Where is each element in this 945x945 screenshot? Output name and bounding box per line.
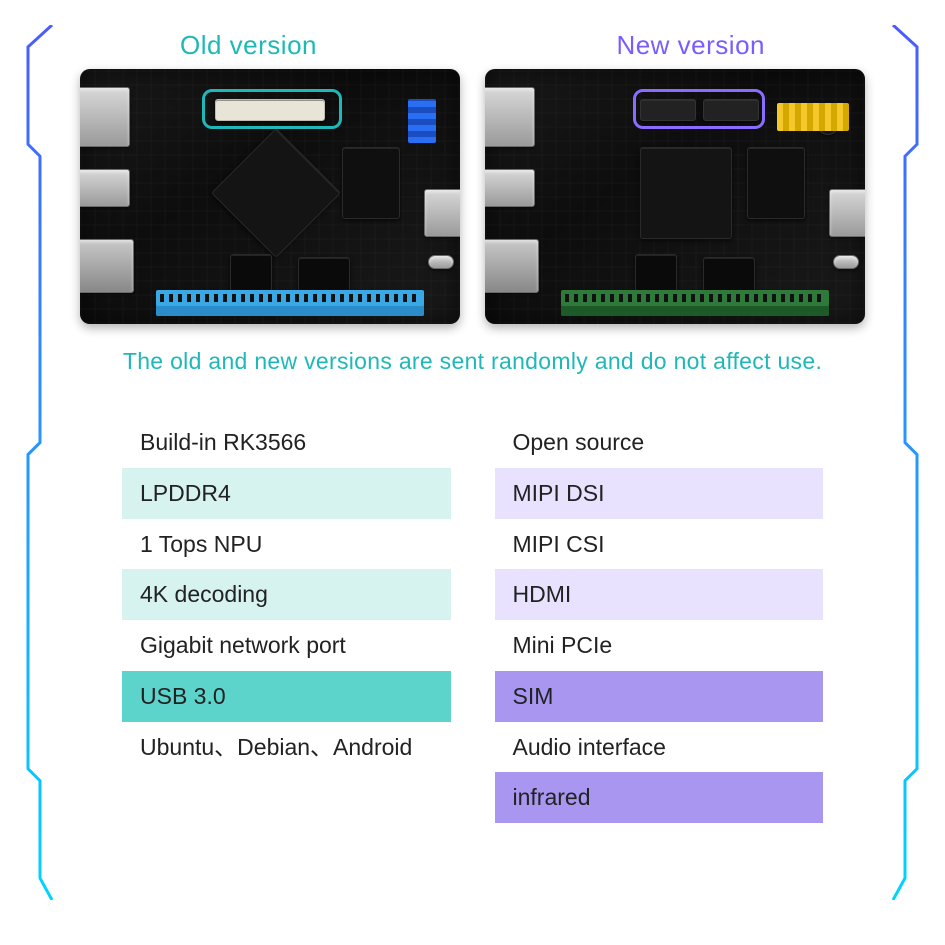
new-highlight-box	[633, 89, 765, 129]
feature-cell: HDMI	[495, 569, 824, 620]
feature-cell: 1 Tops NPU	[122, 519, 451, 570]
feature-cell: USB 3.0	[122, 671, 451, 722]
features-table: Build-in RK3566LPDDR41 Tops NPU4K decodi…	[80, 417, 865, 823]
feature-cell: Audio interface	[495, 722, 824, 773]
feature-cell: Open source	[495, 417, 824, 468]
feature-cell: LPDDR4	[122, 468, 451, 519]
feature-cell: Ubuntu、Debian、Android	[122, 722, 451, 773]
old-highlight-box	[202, 89, 342, 129]
decorative-border-left	[26, 25, 58, 900]
version-labels-row: Old version New version	[80, 30, 865, 61]
old-version-label: Old version	[180, 30, 317, 61]
feature-cell: 4K decoding	[122, 569, 451, 620]
random-shipment-note: The old and new versions are sent random…	[80, 348, 865, 375]
feature-cell: MIPI CSI	[495, 519, 824, 570]
new-board-image	[485, 69, 865, 324]
feature-cell: Build-in RK3566	[122, 417, 451, 468]
feature-cell: Gigabit network port	[122, 620, 451, 671]
old-board-image	[80, 69, 460, 324]
boards-row	[80, 69, 865, 324]
feature-cell: SIM	[495, 671, 824, 722]
feature-cell: infrared	[495, 772, 824, 823]
feature-cell: Mini PCIe	[495, 620, 824, 671]
features-column-right: Open sourceMIPI DSIMIPI CSIHDMIMini PCIe…	[495, 417, 824, 823]
decorative-border-right	[887, 25, 919, 900]
feature-cell: MIPI DSI	[495, 468, 824, 519]
new-version-label: New version	[616, 30, 765, 61]
features-column-left: Build-in RK3566LPDDR41 Tops NPU4K decodi…	[122, 417, 451, 823]
